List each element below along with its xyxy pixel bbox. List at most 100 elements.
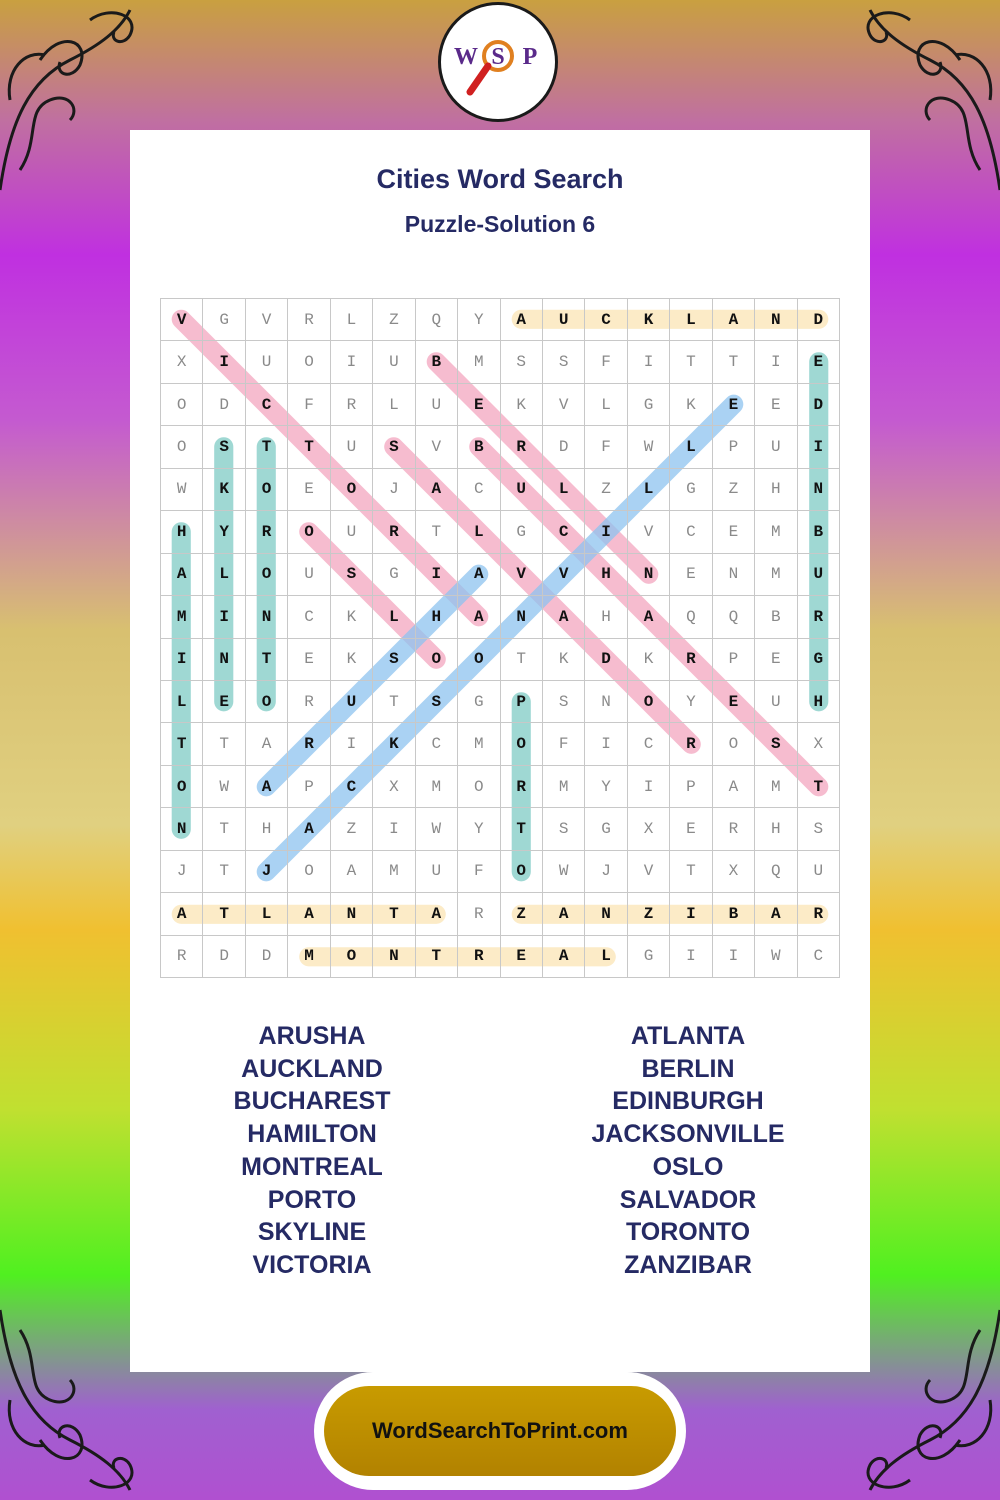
- grid-cell[interactable]: U: [245, 341, 289, 384]
- grid-cell[interactable]: H: [797, 680, 840, 724]
- grid-cell[interactable]: W: [627, 426, 671, 469]
- grid-cell[interactable]: S: [542, 808, 586, 851]
- grid-cell[interactable]: O: [245, 680, 289, 724]
- grid-cell[interactable]: I: [755, 341, 798, 384]
- grid-cell[interactable]: C: [330, 765, 374, 809]
- grid-cell[interactable]: S: [330, 553, 374, 597]
- grid-cell[interactable]: I: [203, 341, 246, 384]
- grid-cell[interactable]: T: [500, 808, 543, 851]
- grid-cell[interactable]: M: [755, 511, 798, 554]
- grid-cell[interactable]: A: [161, 893, 204, 936]
- grid-cell[interactable]: O: [458, 765, 501, 809]
- grid-cell[interactable]: E: [288, 638, 331, 681]
- grid-cell[interactable]: I: [797, 426, 840, 469]
- grid-cell[interactable]: D: [203, 383, 246, 427]
- grid-cell[interactable]: U: [797, 553, 840, 597]
- grid-cell[interactable]: H: [755, 468, 798, 512]
- grid-cell[interactable]: G: [500, 511, 543, 554]
- grid-cell[interactable]: A: [542, 935, 586, 978]
- grid-cell[interactable]: H: [245, 808, 289, 851]
- grid-cell[interactable]: K: [373, 723, 416, 766]
- grid-cell[interactable]: A: [415, 893, 459, 936]
- grid-cell[interactable]: D: [203, 935, 246, 978]
- grid-cell[interactable]: Q: [670, 596, 713, 639]
- grid-cell[interactable]: T: [203, 893, 246, 936]
- grid-cell[interactable]: K: [670, 383, 713, 427]
- grid-cell[interactable]: E: [670, 808, 713, 851]
- grid-cell[interactable]: A: [500, 299, 543, 342]
- grid-cell[interactable]: R: [330, 383, 374, 427]
- grid-cell[interactable]: O: [415, 638, 459, 681]
- grid-cell[interactable]: Z: [627, 893, 671, 936]
- grid-cell[interactable]: U: [330, 426, 374, 469]
- grid-cell[interactable]: Y: [203, 511, 246, 554]
- grid-cell[interactable]: W: [755, 935, 798, 978]
- grid-cell[interactable]: U: [330, 511, 374, 554]
- grid-cell[interactable]: S: [542, 680, 586, 724]
- grid-cell[interactable]: A: [245, 765, 289, 809]
- grid-cell[interactable]: I: [712, 935, 756, 978]
- grid-cell[interactable]: K: [627, 299, 671, 342]
- grid-cell[interactable]: T: [203, 850, 246, 894]
- grid-cell[interactable]: U: [288, 553, 331, 597]
- grid-cell[interactable]: S: [500, 341, 543, 384]
- grid-cell[interactable]: C: [627, 723, 671, 766]
- grid-cell[interactable]: N: [585, 893, 628, 936]
- grid-cell[interactable]: Y: [458, 299, 501, 342]
- grid-cell[interactable]: N: [585, 680, 628, 724]
- grid-cell[interactable]: A: [288, 808, 331, 851]
- grid-cell[interactable]: R: [161, 935, 204, 978]
- grid-cell[interactable]: X: [797, 723, 840, 766]
- grid-cell[interactable]: L: [627, 468, 671, 512]
- grid-cell[interactable]: I: [161, 638, 204, 681]
- grid-cell[interactable]: L: [330, 299, 374, 342]
- grid-cell[interactable]: U: [797, 850, 840, 894]
- grid-cell[interactable]: J: [245, 850, 289, 894]
- grid-cell[interactable]: T: [670, 850, 713, 894]
- grid-cell[interactable]: N: [797, 468, 840, 512]
- grid-cell[interactable]: K: [203, 468, 246, 512]
- grid-cell[interactable]: O: [245, 553, 289, 597]
- grid-cell[interactable]: L: [161, 680, 204, 724]
- grid-cell[interactable]: T: [203, 808, 246, 851]
- grid-cell[interactable]: R: [288, 680, 331, 724]
- grid-cell[interactable]: O: [458, 638, 501, 681]
- grid-cell[interactable]: S: [373, 638, 416, 681]
- grid-cell[interactable]: A: [712, 299, 756, 342]
- grid-cell[interactable]: K: [330, 596, 374, 639]
- grid-cell[interactable]: I: [627, 765, 671, 809]
- grid-cell[interactable]: D: [797, 383, 840, 427]
- grid-cell[interactable]: O: [627, 680, 671, 724]
- grid-cell[interactable]: I: [585, 723, 628, 766]
- grid-cell[interactable]: F: [288, 383, 331, 427]
- grid-cell[interactable]: O: [500, 850, 543, 894]
- grid-cell[interactable]: O: [330, 935, 374, 978]
- grid-cell[interactable]: H: [755, 808, 798, 851]
- grid-cell[interactable]: R: [797, 596, 840, 639]
- grid-cell[interactable]: G: [627, 935, 671, 978]
- grid-cell[interactable]: N: [203, 638, 246, 681]
- grid-cell[interactable]: R: [670, 723, 713, 766]
- grid-cell[interactable]: Q: [755, 850, 798, 894]
- grid-cell[interactable]: U: [373, 341, 416, 384]
- grid-cell[interactable]: T: [245, 638, 289, 681]
- grid-cell[interactable]: I: [330, 723, 374, 766]
- grid-cell[interactable]: Z: [500, 893, 543, 936]
- grid-cell[interactable]: L: [542, 468, 586, 512]
- grid-cell[interactable]: O: [330, 468, 374, 512]
- grid-cell[interactable]: M: [458, 341, 501, 384]
- grid-cell[interactable]: E: [670, 553, 713, 597]
- grid-cell[interactable]: A: [330, 850, 374, 894]
- grid-cell[interactable]: K: [500, 383, 543, 427]
- grid-cell[interactable]: C: [585, 299, 628, 342]
- grid-cell[interactable]: T: [415, 511, 459, 554]
- grid-cell[interactable]: I: [670, 893, 713, 936]
- grid-cell[interactable]: Y: [585, 765, 628, 809]
- grid-cell[interactable]: X: [627, 808, 671, 851]
- grid-cell[interactable]: F: [585, 426, 628, 469]
- grid-cell[interactable]: U: [415, 383, 459, 427]
- grid-cell[interactable]: H: [161, 511, 204, 554]
- grid-cell[interactable]: I: [373, 808, 416, 851]
- grid-cell[interactable]: I: [670, 935, 713, 978]
- grid-cell[interactable]: H: [415, 596, 459, 639]
